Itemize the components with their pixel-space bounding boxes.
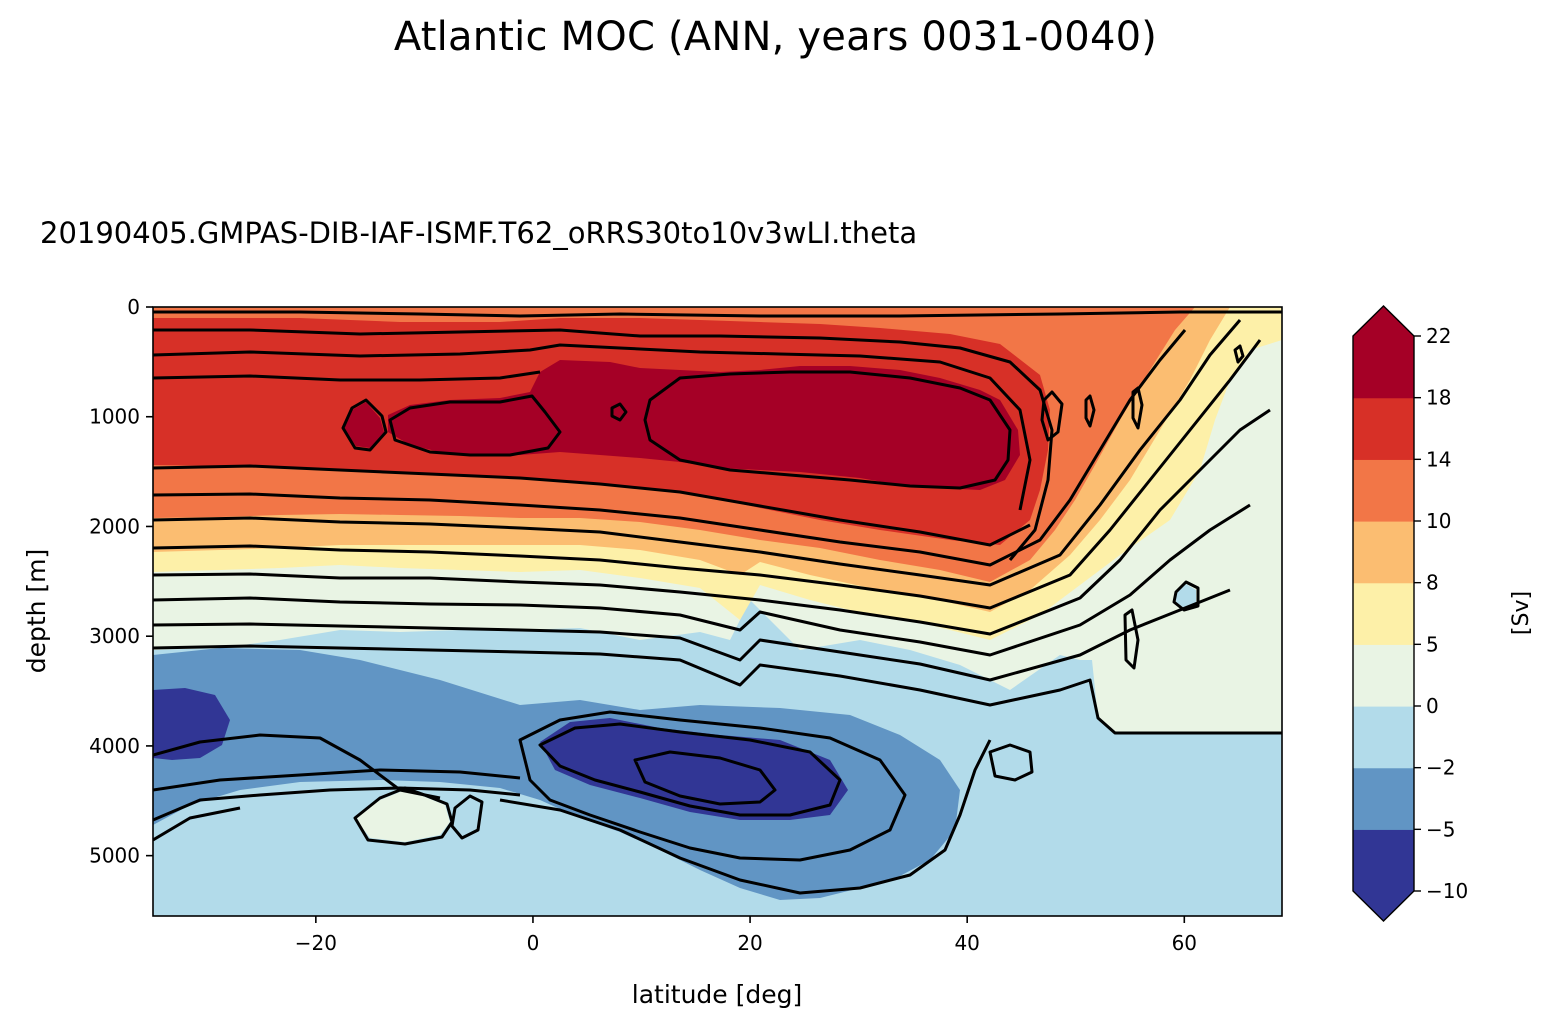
contour-line bbox=[153, 464, 1031, 547]
x-tick-label: 0 bbox=[527, 931, 540, 955]
plot-title: 20190405.GMPAS-DIB-IAF-ISMF.T62_oRRS30to… bbox=[40, 216, 918, 250]
contour-line bbox=[1233, 344, 1245, 364]
colorbar-segment bbox=[1353, 397, 1414, 460]
contour-line bbox=[1172, 580, 1200, 612]
y-tick-label: 5000 bbox=[89, 844, 140, 868]
colorbar-segment bbox=[1353, 521, 1414, 584]
fill-positive-patch bbox=[355, 790, 450, 842]
x-tick-label: 40 bbox=[954, 931, 979, 955]
contour-line bbox=[499, 739, 992, 895]
contour-line bbox=[610, 402, 628, 422]
contour-line bbox=[450, 794, 484, 840]
contour-line bbox=[388, 394, 562, 457]
contour-line bbox=[518, 710, 907, 862]
fill-small-spot bbox=[1176, 584, 1196, 608]
contour-line bbox=[153, 588, 1231, 682]
contour-lines bbox=[153, 310, 1282, 895]
colorbar-tick-label: 18 bbox=[1426, 386, 1451, 410]
y-tick-label: 2000 bbox=[89, 514, 140, 538]
colorbar-tick-label: −5 bbox=[1426, 817, 1455, 841]
y-tick-label: 0 bbox=[127, 295, 140, 319]
colorbar-segment bbox=[1353, 336, 1414, 399]
contour-line bbox=[153, 370, 541, 382]
y-tick-label: 4000 bbox=[89, 734, 140, 758]
colorbar-extend-min bbox=[1353, 891, 1414, 921]
plot-frame bbox=[152, 306, 1283, 917]
contour-line bbox=[988, 743, 1034, 782]
contour-line bbox=[153, 786, 521, 822]
colorbar-segment bbox=[1353, 767, 1414, 830]
x-tick-label: 20 bbox=[737, 931, 762, 955]
colorbar-tick-label: 8 bbox=[1426, 571, 1439, 595]
contour-line bbox=[153, 408, 1271, 636]
y-tick-label: 1000 bbox=[89, 405, 140, 429]
contour-line bbox=[153, 310, 1282, 318]
x-axis-label: latitude [deg] bbox=[632, 980, 802, 1009]
contour-field bbox=[153, 307, 1282, 916]
colorbar-segment bbox=[1353, 459, 1414, 522]
contour-line bbox=[153, 328, 1054, 561]
contour-line bbox=[341, 398, 388, 452]
colorbar: −10 −5 −2 0 5 8 10 14 18 22 bbox=[1352, 305, 1468, 922]
colorbar-extend-max bbox=[1353, 306, 1414, 336]
contour-line bbox=[633, 750, 777, 806]
contour-line bbox=[353, 786, 454, 846]
x-tick-label: −20 bbox=[295, 931, 337, 955]
colorbar-tick-label: 0 bbox=[1426, 694, 1439, 718]
x-tick-label: 60 bbox=[1172, 931, 1197, 955]
contour-line bbox=[643, 370, 1012, 490]
contour-line bbox=[153, 329, 1187, 567]
contour-line bbox=[153, 806, 241, 842]
y-axis-label: depth [m] bbox=[22, 549, 51, 674]
contour-line bbox=[153, 503, 1251, 657]
contour-line bbox=[153, 644, 1282, 735]
figure-suptitle: Atlantic MOC (ANN, years 0031-0040) bbox=[393, 14, 1158, 60]
colorbar-tick-label: 14 bbox=[1426, 447, 1451, 471]
contour-line bbox=[153, 339, 1262, 610]
y-tick-label: 3000 bbox=[89, 624, 140, 648]
contour-line bbox=[538, 722, 842, 817]
contour-line bbox=[1084, 394, 1096, 428]
colorbar-tick-label: 5 bbox=[1426, 632, 1439, 656]
colorbar-tick-label: 22 bbox=[1426, 324, 1451, 348]
colorbar-segment bbox=[1353, 829, 1414, 892]
contour-line bbox=[153, 343, 1032, 511]
colorbar-label: [Sv] bbox=[1509, 591, 1534, 635]
colorbar-segment bbox=[1353, 644, 1414, 707]
x-axis: −20 0 20 40 60 bbox=[295, 916, 1197, 955]
colorbar-segment bbox=[1353, 582, 1414, 645]
contour-line bbox=[153, 319, 1242, 587]
fill-core-main bbox=[388, 360, 1020, 490]
colorbar-tick-label: −10 bbox=[1426, 879, 1468, 903]
colorbar-tick-label: 10 bbox=[1426, 509, 1451, 533]
contour-line bbox=[1131, 386, 1144, 430]
contour-line bbox=[1040, 390, 1064, 442]
contour-line bbox=[153, 768, 521, 792]
y-axis: 0 1000 2000 3000 4000 5000 bbox=[89, 295, 153, 868]
fill-core-south bbox=[343, 402, 384, 448]
fill-band-neg5-neg2 bbox=[153, 648, 960, 900]
colorbar-segment bbox=[1353, 706, 1414, 769]
contour-line bbox=[1123, 608, 1140, 670]
colorbar-tick-label: −2 bbox=[1426, 756, 1455, 780]
